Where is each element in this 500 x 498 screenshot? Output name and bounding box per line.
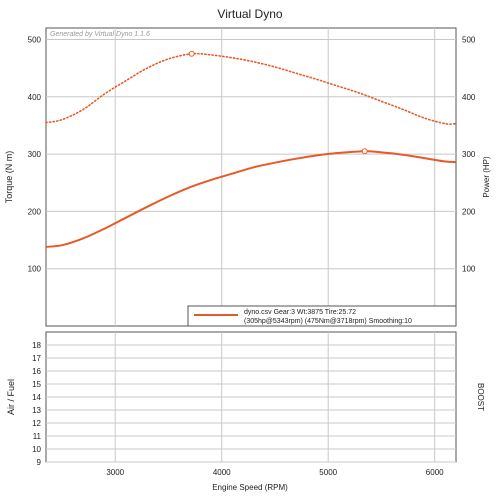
torque-axis-label: Torque (N m) (4, 151, 14, 204)
power-tick-label: 500 (462, 35, 476, 44)
air-fuel-tick-label: 17 (32, 354, 41, 363)
x-tick-label: 6000 (426, 468, 444, 477)
air-fuel-tick-label: 12 (32, 419, 41, 428)
chart-title: Virtual Dyno (217, 7, 282, 21)
top-grid (46, 28, 456, 326)
torque-peak-marker (188, 50, 195, 57)
rpm-axis: 3000 4000 5000 6000 (106, 468, 444, 477)
power-line (45, 150, 457, 248)
power-peak-marker (361, 148, 368, 155)
rpm-axis-label: Engine Speed (RPM) (212, 483, 288, 492)
torque-axis: 100 200 300 400 500 (28, 35, 42, 273)
air-fuel-tick-label: 9 (37, 458, 42, 467)
torque-tick-label: 300 (28, 150, 42, 159)
legend: dyno.csv Gear:3 Wt:3875 Tire:25.72 (305h… (187, 305, 457, 327)
air-fuel-axis: 9 10 11 12 13 14 15 16 17 18 (32, 341, 41, 467)
bottom-grid (46, 332, 456, 463)
power-tick-label: 400 (462, 93, 476, 102)
power-tick-label: 100 (462, 265, 476, 274)
air-fuel-tick-label: 14 (32, 393, 41, 402)
x-tick-label: 5000 (319, 468, 337, 477)
x-tick-label: 3000 (106, 468, 124, 477)
power-axis-label: Power (HP) (482, 156, 491, 198)
boost-axis-label: BOOST (476, 383, 485, 411)
air-fuel-axis-label: Air / Fuel (6, 379, 16, 415)
air-fuel-tick-label: 10 (32, 445, 41, 454)
torque-tick-label: 400 (28, 93, 42, 102)
air-fuel-panel: 9 10 11 12 13 14 15 16 17 18 3000 4000 5000 6000 Air… (6, 331, 485, 492)
torque-line (45, 52, 457, 125)
watermark: Generated by Virtual Dyno 1.1.6 (50, 31, 150, 38)
air-fuel-tick-label: 11 (33, 432, 42, 441)
air-fuel-tick-label: 13 (32, 406, 41, 415)
legend-box (187, 305, 457, 327)
torque-tick-label: 500 (28, 35, 42, 44)
torque-tick-label: 200 (28, 207, 42, 216)
torque-tick-label: 100 (28, 265, 42, 274)
legend-line-2: (305hp@5343rpm) (475Nm@3718rpm) Smoothin… (244, 318, 412, 325)
air-fuel-tick-label: 16 (32, 367, 41, 376)
top-series (45, 50, 457, 248)
power-tick-label: 300 (462, 150, 476, 159)
power-axis: 100 200 300 400 500 (462, 35, 476, 273)
air-fuel-tick-label: 18 (32, 341, 41, 350)
x-tick-label: 4000 (213, 468, 231, 477)
torque-power-panel: Generated by Virtual Dyno 1.1.6 100 200 30… (4, 27, 491, 327)
legend-line-1: dyno.csv Gear:3 Wt:3875 Tire:25.72 (244, 309, 356, 316)
top-plot-area (45, 27, 457, 327)
power-tick-label: 200 (462, 207, 476, 216)
air-fuel-tick-label: 15 (32, 380, 41, 389)
